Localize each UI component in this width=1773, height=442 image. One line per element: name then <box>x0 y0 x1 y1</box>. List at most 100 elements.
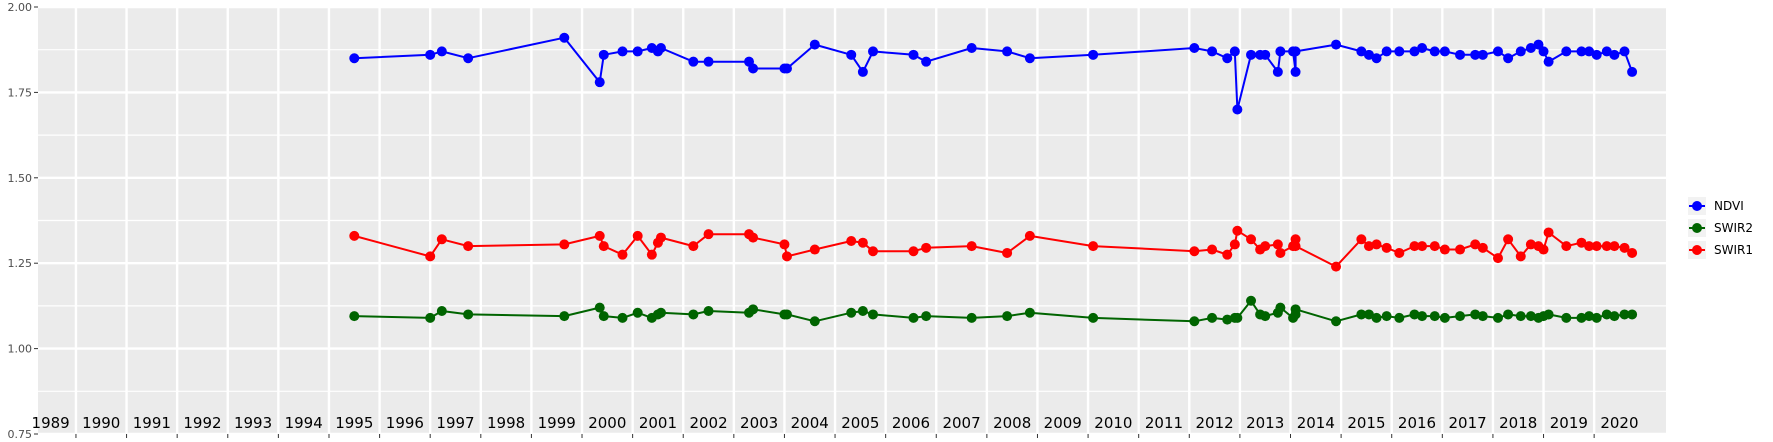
data-point <box>1584 311 1595 322</box>
data-point <box>1429 311 1440 322</box>
data-point <box>1002 311 1013 322</box>
data-point <box>1455 49 1466 60</box>
data-point <box>809 39 820 50</box>
data-point <box>1409 309 1420 320</box>
data-point <box>1290 241 1301 252</box>
year-labels: 1989 1990 1991 1992 1993 1994 1995 1996 1997 1998… <box>32 414 1639 432</box>
data-point <box>1470 239 1481 250</box>
data-point <box>463 309 474 320</box>
data-point <box>1381 311 1392 322</box>
data-point <box>1222 314 1233 325</box>
data-point <box>463 53 474 64</box>
year-label: 2016 <box>1398 414 1436 432</box>
data-point <box>1543 227 1554 238</box>
legend-key-point <box>1692 201 1702 211</box>
data-point <box>1189 316 1200 327</box>
data-point <box>1591 312 1602 323</box>
year-label: 1997 <box>436 414 474 432</box>
data-point <box>1543 309 1554 320</box>
data-point <box>1503 53 1514 64</box>
data-point <box>703 56 714 67</box>
data-point <box>1363 49 1374 60</box>
data-point <box>1394 247 1405 258</box>
legend-key-point <box>1692 245 1702 255</box>
data-point <box>868 246 879 257</box>
data-point <box>1533 39 1544 50</box>
data-point <box>463 241 474 252</box>
data-point <box>857 306 868 317</box>
data-point <box>632 230 643 241</box>
data-point <box>1477 49 1488 60</box>
data-point <box>1232 104 1243 115</box>
year-label: 2004 <box>791 414 829 432</box>
year-label: 2014 <box>1297 414 1335 432</box>
data-point <box>1331 261 1342 272</box>
legend-item: SWIR1 <box>1688 241 1753 259</box>
data-point <box>1275 302 1286 313</box>
data-point <box>1492 253 1503 264</box>
data-point <box>1331 316 1342 327</box>
data-point <box>1356 234 1367 245</box>
data-point <box>908 49 919 60</box>
data-point <box>1525 42 1536 53</box>
data-point <box>1229 46 1240 57</box>
data-point <box>594 77 605 88</box>
data-point <box>1232 312 1243 323</box>
data-point <box>1260 311 1271 322</box>
data-point <box>1371 239 1382 250</box>
data-point <box>425 251 436 262</box>
data-point <box>1576 312 1587 323</box>
data-point <box>349 311 360 322</box>
data-point <box>1275 247 1286 258</box>
data-point <box>1561 312 1572 323</box>
year-label: 2010 <box>1094 414 1132 432</box>
data-point <box>1246 49 1257 60</box>
data-point <box>1561 46 1572 57</box>
year-label: 1996 <box>386 414 424 432</box>
data-point <box>559 311 570 322</box>
data-point <box>748 304 759 315</box>
data-point <box>868 46 879 57</box>
data-point <box>436 306 447 317</box>
year-label: 2009 <box>1044 414 1082 432</box>
y-tick-label: 1.50 <box>8 172 33 185</box>
data-point <box>1538 244 1549 255</box>
data-point <box>1627 247 1638 258</box>
data-point <box>349 230 360 241</box>
data-point <box>1207 312 1218 323</box>
major-gridlines <box>38 5 1666 436</box>
legend-item: SWIR2 <box>1688 219 1753 237</box>
data-point <box>921 56 932 67</box>
data-point <box>1409 241 1420 252</box>
x-axis-ticks <box>75 434 1595 438</box>
data-point <box>1381 46 1392 57</box>
data-point <box>703 306 714 317</box>
y-tick-label: 1.25 <box>8 257 33 270</box>
data-point <box>781 63 792 74</box>
data-point <box>598 311 609 322</box>
data-point <box>1515 251 1526 262</box>
data-point <box>1591 49 1602 60</box>
data-point <box>748 63 759 74</box>
data-point <box>1601 241 1612 252</box>
data-point <box>1439 312 1450 323</box>
data-point <box>1088 241 1099 252</box>
year-label: 2006 <box>892 414 930 432</box>
data-point <box>1024 53 1035 64</box>
data-point <box>1409 46 1420 57</box>
data-point <box>594 302 605 313</box>
year-label: 2015 <box>1347 414 1385 432</box>
data-point <box>598 49 609 60</box>
data-point <box>921 311 932 322</box>
data-point <box>559 32 570 43</box>
legend-label: NDVI <box>1714 199 1744 213</box>
year-label: 2018 <box>1499 414 1537 432</box>
data-point <box>598 241 609 252</box>
data-point <box>1470 309 1481 320</box>
year-label: 2002 <box>689 414 727 432</box>
data-point <box>1189 246 1200 257</box>
data-point <box>1371 312 1382 323</box>
y-tick-label: 1.00 <box>8 343 33 356</box>
data-point <box>688 56 699 67</box>
